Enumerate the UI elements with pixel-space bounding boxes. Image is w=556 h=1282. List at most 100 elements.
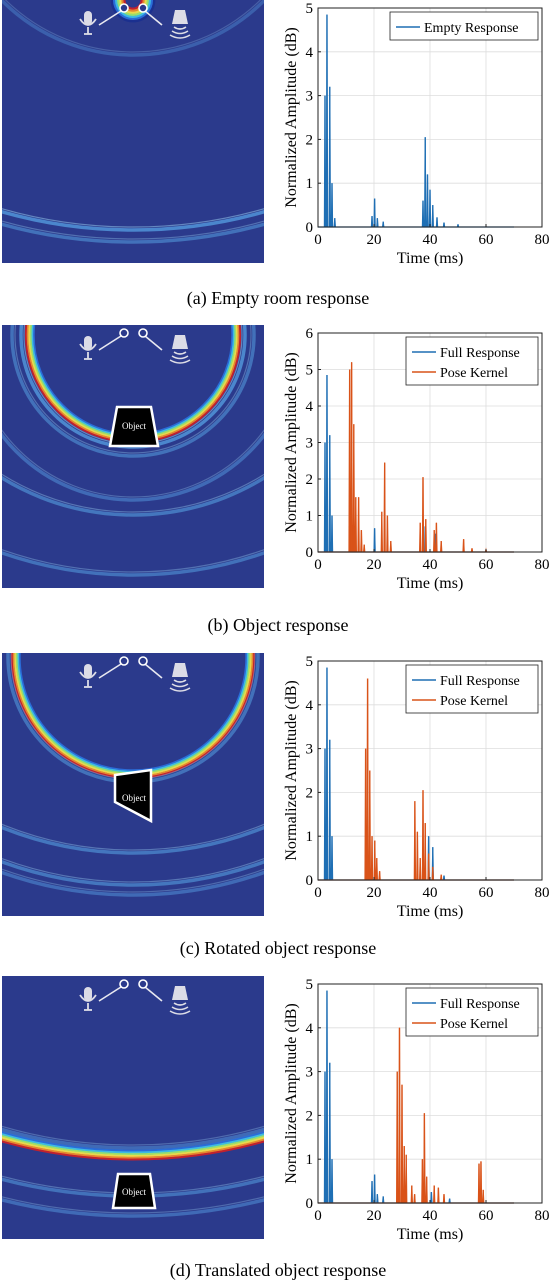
y-tick-label: 0 <box>306 545 314 561</box>
legend-entry: Pose Kernel <box>440 366 508 381</box>
y-tick-label: 0 <box>306 873 314 889</box>
x-tick-label: 80 <box>535 557 550 573</box>
response-plot-c: 0 20 40 60 80 0 1 2 3 4 5 Time (ms) Normalized Ampli… <box>283 654 550 920</box>
legend: Full Response Pose Kernel <box>405 664 539 714</box>
series-full-response <box>318 990 514 1204</box>
caption-a: (a) Empty room response <box>186 288 370 308</box>
caption-c: (c) Rotated object response <box>179 938 377 958</box>
panel-d: Object 0 20 40 60 80 0 1 2 3 4 5 Time (ms) Normalize… <box>0 976 556 1282</box>
faint-wavefront-1 <box>2 0 264 57</box>
object-label: Object <box>122 421 146 431</box>
device-node-left <box>119 328 129 338</box>
echo-ring-4 <box>2 868 264 897</box>
device-node-right <box>138 979 148 989</box>
x-tick-label: 20 <box>367 1208 382 1224</box>
y-tick-label: 5 <box>306 363 314 379</box>
y-tick-label: 2 <box>306 132 314 148</box>
series-full-response <box>318 374 514 553</box>
echo-ring-3 <box>2 857 264 887</box>
y-tick-label: 3 <box>306 1065 314 1081</box>
response-plot-d: 0 20 40 60 80 0 1 2 3 4 5 Time (ms) Normalized Ampli… <box>283 977 550 1243</box>
series-pose-kernel <box>318 678 514 881</box>
legend-entry: Empty Response <box>424 21 519 36</box>
panel-c: Object 0 20 40 60 80 0 1 2 3 4 5 Time (ms) Normalize… <box>0 653 556 971</box>
echo-ring-2 <box>2 823 264 855</box>
object-echo-wavefront <box>2 1131 264 1161</box>
device-mic-link <box>98 986 122 1002</box>
panel-a: 0 20 40 60 80 0 1 2 3 4 5 Time (ms) Normalized Ampli… <box>0 0 556 318</box>
x-tick-label: 80 <box>535 232 550 248</box>
y-axis-label: Normalized Amplitude (dB) <box>283 680 300 860</box>
y-tick-label: 5 <box>306 1 314 17</box>
source-wavefront <box>110 0 156 23</box>
y-tick-label: 2 <box>306 785 314 801</box>
x-tick-label: 20 <box>367 557 382 573</box>
device-node-right <box>138 3 148 13</box>
object-label: Object <box>122 793 146 803</box>
legend-entry: Pose Kernel <box>440 694 508 709</box>
series-empty-response <box>318 14 514 228</box>
legend-entry: Full Response <box>440 997 520 1012</box>
object-block: Object <box>111 1172 157 1210</box>
y-tick-label: 2 <box>306 1108 314 1124</box>
faint-wavefront-3 <box>2 220 264 244</box>
y-tick-label: 0 <box>306 220 314 236</box>
echo-ring-2 <box>10 325 256 458</box>
y-axis-label: Normalized Amplitude (dB) <box>283 352 300 532</box>
response-plot-b: 0 20 40 60 80 0 1 2 3 4 5 6 Time (ms) Normalized Ampl… <box>283 326 550 592</box>
y-tick-label: 1 <box>306 829 314 845</box>
legend-box <box>405 664 539 714</box>
wave-field <box>2 0 264 244</box>
device-node-left <box>119 979 129 989</box>
y-tick-label: 1 <box>306 176 314 192</box>
simulation-map-d: Object <box>2 976 264 1239</box>
legend: Empty Response <box>389 11 539 41</box>
series-pose-kernel <box>318 362 514 553</box>
speaker-icon <box>169 335 191 364</box>
y-tick-label: 4 <box>306 45 314 61</box>
x-tick-label: 0 <box>314 1208 322 1224</box>
y-tick-label: 2 <box>306 472 314 488</box>
legend-entry: Pose Kernel <box>440 1017 508 1032</box>
speaker-icon <box>169 663 191 692</box>
object-shape <box>111 1172 157 1210</box>
x-tick-label: 40 <box>423 1208 438 1224</box>
device-speaker-link <box>144 10 163 26</box>
y-tick-label: 4 <box>306 698 314 714</box>
microphone-icon <box>79 987 97 1011</box>
device-speaker-link <box>144 986 163 1002</box>
faint-wavefront-2 <box>2 207 264 232</box>
legend-box <box>389 11 539 41</box>
echo-ring-4 <box>2 473 264 517</box>
y-tick-label: 4 <box>306 399 314 415</box>
x-tick-label: 20 <box>367 232 382 248</box>
x-tick-label: 0 <box>314 232 322 248</box>
object-block: Object <box>113 768 153 824</box>
caption-b: (b) Object response <box>207 615 349 635</box>
device-node-right <box>138 656 148 666</box>
y-tick-label: 0 <box>306 1196 314 1212</box>
ticks: 0 20 40 60 80 0 1 2 3 4 5 6 <box>306 326 550 573</box>
x-tick-label: 60 <box>479 232 494 248</box>
x-axis-label: Time (ms) <box>397 575 464 592</box>
device-mic-link <box>98 10 122 26</box>
object-block: Object <box>108 405 160 448</box>
object-shape <box>113 768 153 824</box>
device-speaker-link <box>144 663 163 679</box>
x-tick-label: 60 <box>479 885 494 901</box>
device-speaker-link <box>144 335 163 351</box>
y-tick-label: 3 <box>306 742 314 758</box>
legend-entry: Full Response <box>440 674 520 689</box>
y-tick-label: 4 <box>306 1021 314 1037</box>
ticks: 0 20 40 60 80 0 1 2 3 4 5 <box>306 977 550 1224</box>
ticks: 0 20 40 60 80 0 1 2 3 4 5 <box>306 1 550 248</box>
echo-ring-3 <box>2 429 264 502</box>
series-line <box>318 14 514 228</box>
response-plot-a: 0 20 40 60 80 0 1 2 3 4 5 Time (ms) Normalized Ampli… <box>283 1 550 267</box>
device-mic-link <box>98 335 122 351</box>
ticks: 0 20 40 60 80 0 1 2 3 4 5 <box>306 654 550 901</box>
y-tick-label: 5 <box>306 654 314 670</box>
echo-ring-3 <box>2 1195 264 1218</box>
microphone-icon <box>79 664 97 688</box>
simulation-map-a <box>2 0 264 263</box>
